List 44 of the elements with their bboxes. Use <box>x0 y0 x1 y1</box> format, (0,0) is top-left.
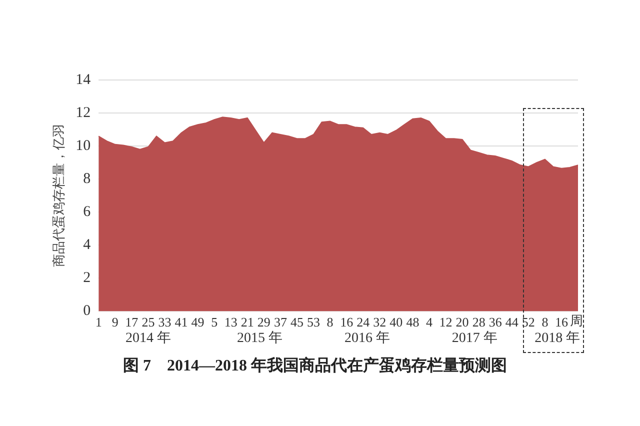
x-tick-label: 25 <box>142 314 155 330</box>
x-tick-label: 16 <box>340 314 354 330</box>
x-tick-label: 4 <box>426 314 433 330</box>
x-tick-label: 29 <box>257 314 270 330</box>
y-tick-label: 6 <box>83 204 92 220</box>
x-tick-label: 20 <box>456 314 469 330</box>
x-tick-label: 9 <box>112 314 118 330</box>
x-tick-label: 12 <box>439 314 452 330</box>
x-tick-label: 1 <box>95 314 102 330</box>
y-tick-label: 2 <box>83 270 91 286</box>
x-tick-label: 36 <box>488 314 502 330</box>
x-tick-label: 24 <box>356 314 370 330</box>
x-tick-label: 45 <box>290 314 304 330</box>
x-tick-label: 16 <box>554 314 568 330</box>
x-tick-label: 28 <box>472 314 486 330</box>
y-tick-label: 8 <box>83 171 91 188</box>
x-axis-title: 周 <box>570 313 583 328</box>
text: 2016 年 <box>344 330 390 346</box>
x-tick-label: 49 <box>191 314 204 330</box>
y-tick-label: 10 <box>76 138 91 154</box>
x-tick-label: 13 <box>224 314 238 330</box>
x-tick-label: 8 <box>542 314 548 330</box>
x-tick-label: 44 <box>505 314 519 330</box>
y-tick-label: 12 <box>76 104 91 121</box>
x-tick-label: 32 <box>373 314 386 330</box>
x-tick-label: 48 <box>406 314 420 330</box>
text: 2017 年 <box>452 330 498 346</box>
x-tick-label: 17 <box>125 314 139 330</box>
x-tick-label: 8 <box>326 314 334 330</box>
x-tick-label: 33 <box>158 314 172 330</box>
text: 2014 年 <box>125 330 171 346</box>
y-tick-label: 4 <box>83 237 92 254</box>
text: 2018 年 <box>534 330 580 346</box>
text: 2015 年 <box>237 330 283 346</box>
x-tick-label: 37 <box>274 314 288 330</box>
x-tick-label: 21 <box>240 314 254 330</box>
text: 图 7 2014—2018 年我国商品代在产蛋鸡存栏量预测图 <box>123 356 507 375</box>
x-tick-label: 5 <box>211 314 218 330</box>
y-axis-title: 商品代蛋鸡存栏量，亿羽 <box>51 124 66 268</box>
y-tick-label: 14 <box>76 72 92 88</box>
y-tick-label: 0 <box>83 303 91 320</box>
x-tick-label: 53 <box>307 314 320 330</box>
x-tick-label: 41 <box>174 314 188 330</box>
x-tick-label: 40 <box>390 314 403 330</box>
